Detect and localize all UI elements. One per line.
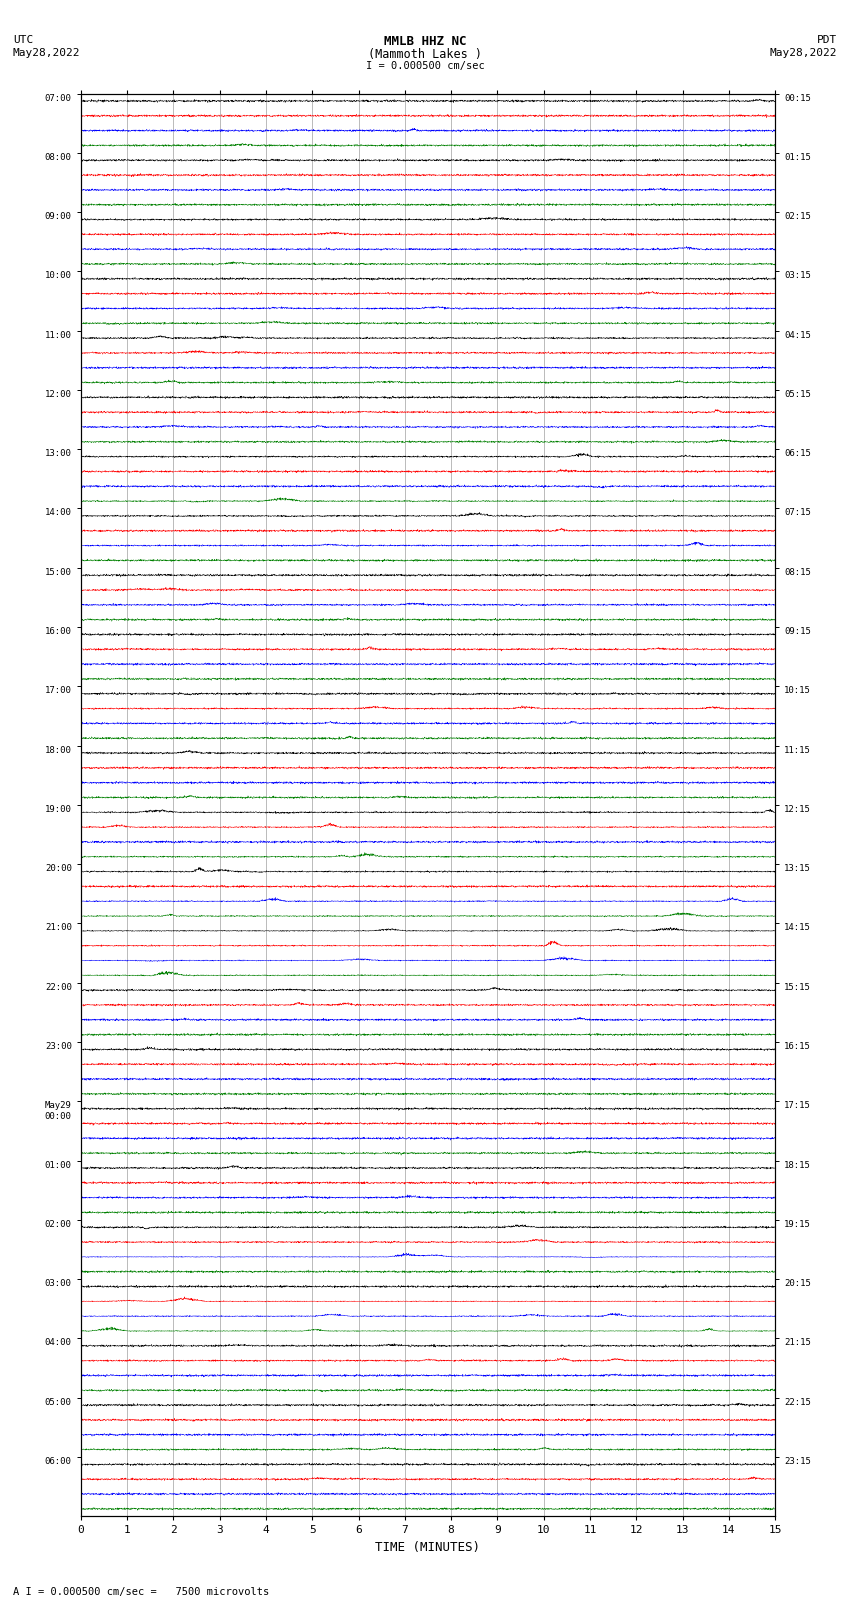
Text: May28,2022: May28,2022 [770,48,837,58]
X-axis label: TIME (MINUTES): TIME (MINUTES) [376,1540,480,1553]
Text: A I = 0.000500 cm/sec =   7500 microvolts: A I = 0.000500 cm/sec = 7500 microvolts [13,1587,269,1597]
Text: May28,2022: May28,2022 [13,48,80,58]
Text: MMLB HHZ NC: MMLB HHZ NC [383,35,467,48]
Text: I = 0.000500 cm/sec: I = 0.000500 cm/sec [366,61,484,71]
Text: PDT: PDT [817,35,837,45]
Text: UTC: UTC [13,35,33,45]
Text: (Mammoth Lakes ): (Mammoth Lakes ) [368,48,482,61]
